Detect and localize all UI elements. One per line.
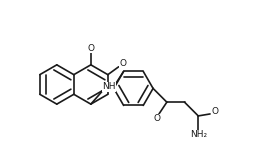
Text: O: O — [119, 59, 126, 68]
Text: O: O — [211, 108, 218, 117]
Text: O: O — [154, 114, 161, 123]
Text: O: O — [87, 44, 94, 53]
Text: NH₂: NH₂ — [190, 130, 207, 139]
Text: NH: NH — [103, 82, 116, 91]
